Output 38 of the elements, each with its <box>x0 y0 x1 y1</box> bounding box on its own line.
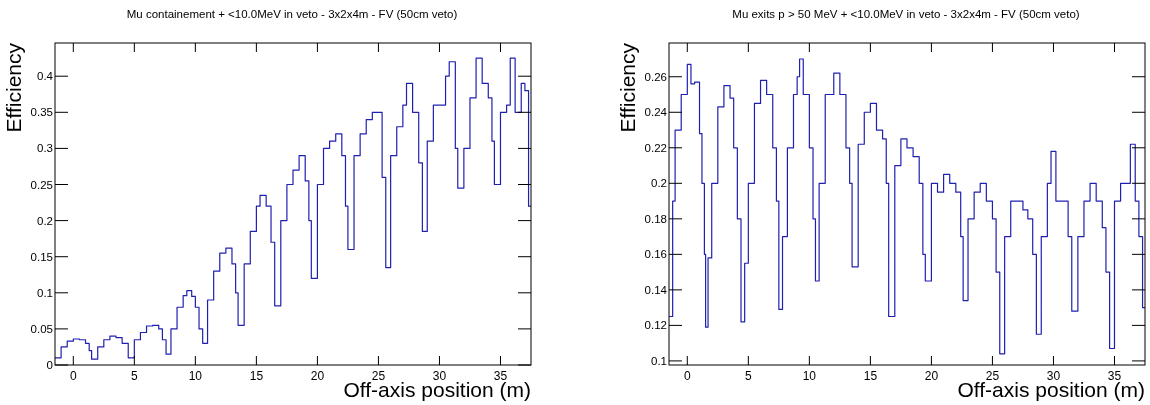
y-tick-label: 0.24 <box>644 106 668 119</box>
x-tick-label: 30 <box>1046 369 1061 383</box>
y-axis-title: Efficiency <box>2 42 25 133</box>
y-tick-label: 0.25 <box>30 178 53 191</box>
y-tick-label: 0.2 <box>651 177 667 190</box>
y-tick-label: 0.15 <box>30 250 53 263</box>
x-tick-label: 0 <box>69 369 77 383</box>
x-tick-label: 25 <box>985 369 1000 383</box>
y-tick-label: 0 <box>46 359 53 371</box>
y-tick-label: 0.3 <box>37 142 53 155</box>
y-tick-label: 0.26 <box>644 70 667 83</box>
y-tick-label: 0.1 <box>651 354 667 367</box>
x-tick-label: 20 <box>310 369 325 383</box>
x-tick-label: 10 <box>188 369 203 383</box>
x-tick-label: 35 <box>493 369 508 383</box>
x-tick-label: 10 <box>802 369 817 383</box>
x-tick-label: 5 <box>744 369 752 383</box>
chart-title: Mu exits p > 50 MeV + <10.0MeV in veto - 3x2x4m - FV (50cm veto) <box>732 8 1080 20</box>
y-tick-label: 0.05 <box>30 322 53 335</box>
y-tick-label: 0.1 <box>37 286 53 299</box>
y-tick-label: 0.22 <box>644 141 667 154</box>
x-tick-label: 15 <box>249 369 264 383</box>
x-tick-label: 35 <box>1107 369 1122 383</box>
chart-title: Mu containement + <10.0MeV in veto - 3x2x4m - FV (50cm veto) <box>126 8 458 20</box>
y-tick-label: 0.12 <box>644 319 667 332</box>
x-tick-label: 25 <box>371 369 386 383</box>
y-tick-label: 0.14 <box>644 283 668 296</box>
x-tick-label: 0 <box>683 369 691 383</box>
x-tick-label: 30 <box>432 369 447 383</box>
y-tick-label: 0.4 <box>37 70 54 83</box>
x-tick-label: 5 <box>130 369 138 383</box>
x-tick-label: 20 <box>924 369 939 383</box>
y-tick-label: 0.16 <box>644 248 667 261</box>
y-tick-label: 0.35 <box>30 106 53 119</box>
x-tick-label: 15 <box>863 369 878 383</box>
y-tick-label: 0.2 <box>37 214 53 227</box>
y-axis-title: Efficiency <box>616 42 639 133</box>
y-tick-label: 0.18 <box>644 212 667 225</box>
